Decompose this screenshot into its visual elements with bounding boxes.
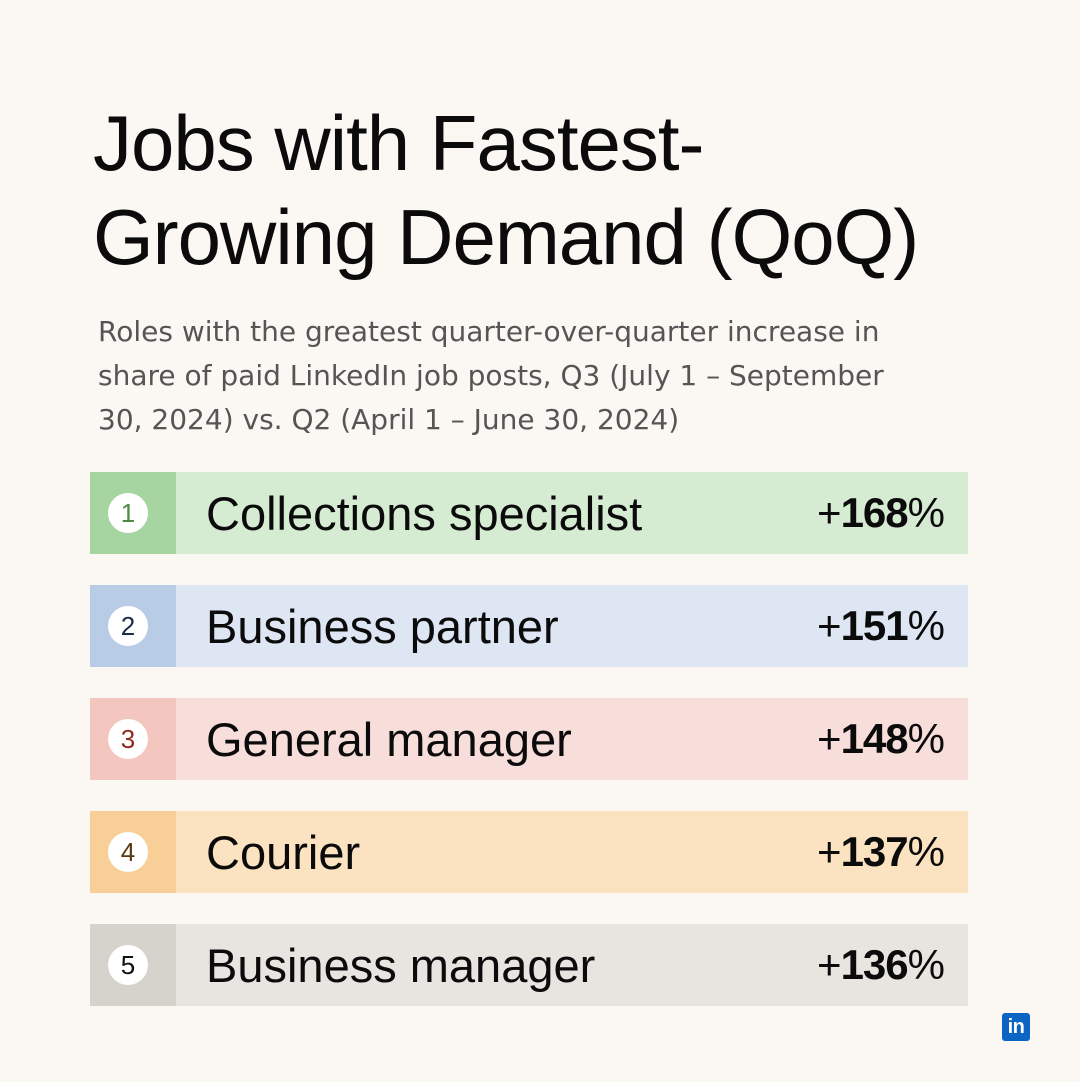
rank-cell: 4 <box>90 811 176 893</box>
rank-cell: 3 <box>90 698 176 780</box>
value-number: 151 <box>840 602 909 649</box>
role-cell: Business manager <box>176 924 968 1006</box>
table-row: 4 Courier +137% <box>90 811 968 893</box>
table-row: 2 Business partner +151% <box>90 585 968 667</box>
value-number: 148 <box>840 715 909 762</box>
role-cell: Business partner <box>176 585 968 667</box>
value-prefix: + <box>817 489 842 536</box>
increase-value: +136% <box>817 924 945 1006</box>
increase-value: +137% <box>817 811 945 893</box>
value-prefix: + <box>817 941 842 988</box>
increase-value: +148% <box>817 698 945 780</box>
value-unit: % <box>907 602 945 649</box>
increase-value: +151% <box>817 585 945 667</box>
rank-cell: 2 <box>90 585 176 667</box>
value-unit: % <box>907 715 945 762</box>
subtitle-line: 30, 2024) vs. Q2 (April 1 – June 30, 202… <box>98 403 680 436</box>
table-row: 1 Collections specialist +168% <box>90 472 968 554</box>
role-label: Business manager <box>206 938 596 992</box>
role-cell: Courier <box>176 811 968 893</box>
subtitle-line: Roles with the greatest quarter-over-qua… <box>98 315 880 348</box>
role-label: General manager <box>206 712 572 766</box>
rank-badge: 1 <box>108 493 148 533</box>
rank-badge: 3 <box>108 719 148 759</box>
table-row: 5 Business manager +136% <box>90 924 968 1006</box>
role-cell: Collections specialist <box>176 472 968 554</box>
rank-badge: 5 <box>108 945 148 985</box>
role-label: Courier <box>206 825 361 879</box>
chart-subtitle: Roles with the greatest quarter-over-qua… <box>98 310 998 442</box>
rank-badge: 4 <box>108 832 148 872</box>
role-label: Business partner <box>206 599 559 653</box>
chart-title: Jobs with Fastest- Growing Demand (QoQ) <box>93 96 1053 284</box>
role-label: Collections specialist <box>206 486 643 540</box>
value-number: 168 <box>840 489 909 536</box>
value-number: 136 <box>840 941 909 988</box>
value-prefix: + <box>817 715 842 762</box>
subtitle-line: share of paid LinkedIn job posts, Q3 (Ju… <box>98 359 884 392</box>
value-unit: % <box>907 941 945 988</box>
title-line: Growing Demand (QoQ) <box>93 193 919 281</box>
linkedin-icon: in <box>1002 1013 1030 1041</box>
value-number: 137 <box>840 828 909 875</box>
value-prefix: + <box>817 828 842 875</box>
value-unit: % <box>907 489 945 536</box>
rank-badge: 2 <box>108 606 148 646</box>
rank-cell: 1 <box>90 472 176 554</box>
logo-text: in <box>1007 1015 1025 1038</box>
increase-value: +168% <box>817 472 945 554</box>
value-unit: % <box>907 828 945 875</box>
role-cell: General manager <box>176 698 968 780</box>
value-prefix: + <box>817 602 842 649</box>
title-line: Jobs with Fastest- <box>93 99 705 187</box>
table-row: 3 General manager +148% <box>90 698 968 780</box>
rank-cell: 5 <box>90 924 176 1006</box>
